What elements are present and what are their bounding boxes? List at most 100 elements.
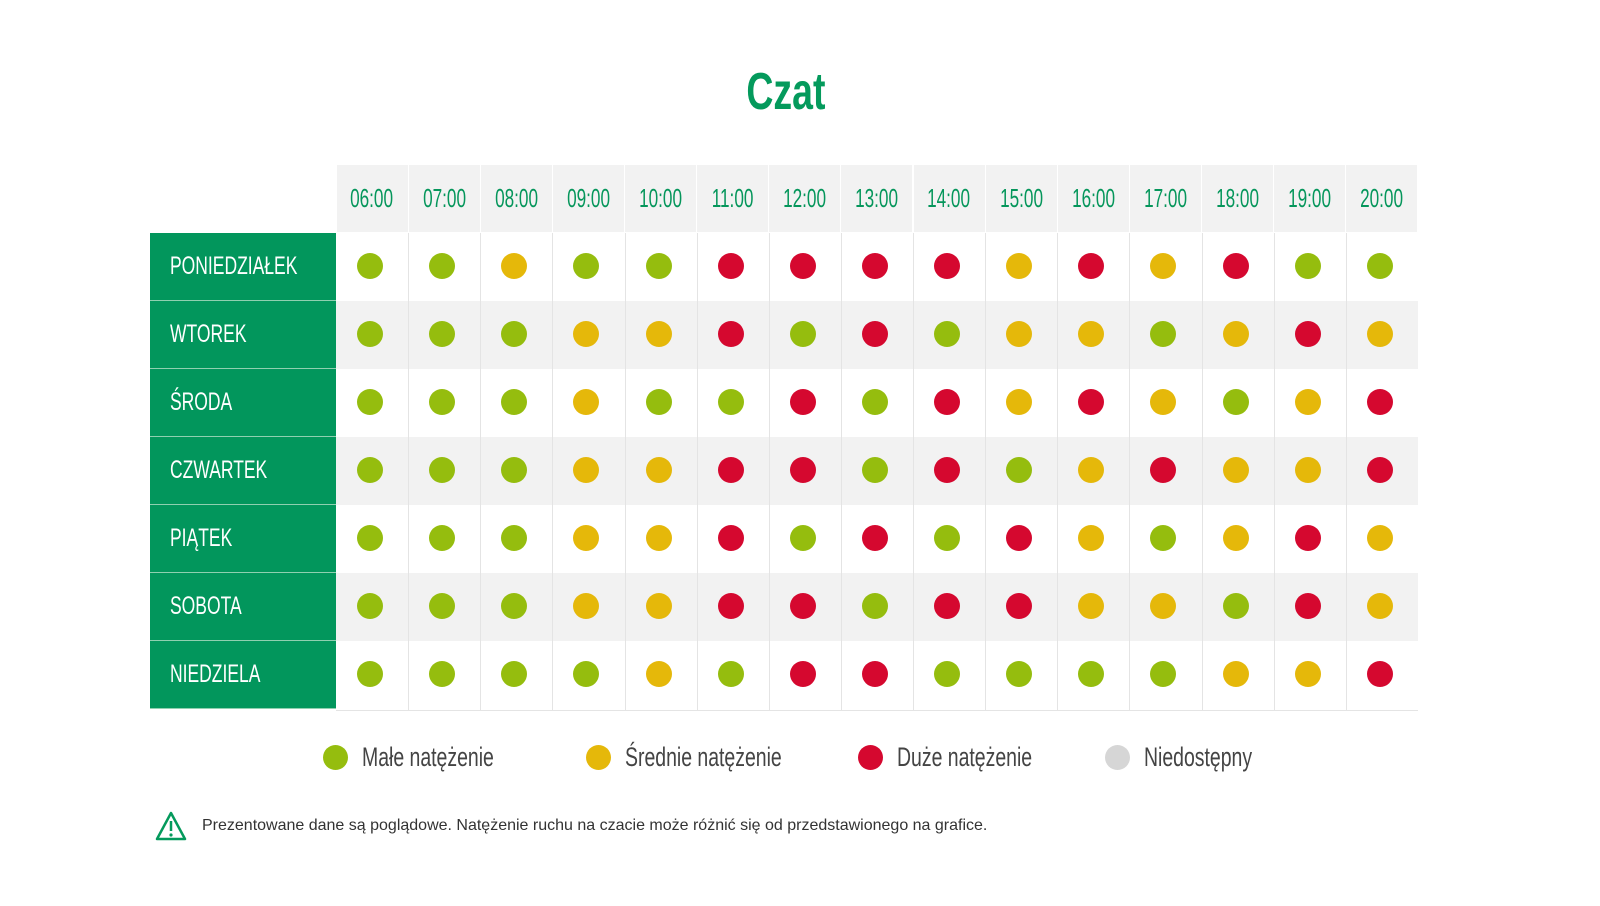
column-header-label: 09:00	[566, 183, 610, 213]
intensity-dot-medium	[1222, 457, 1249, 483]
intensity-dot-low	[501, 457, 528, 483]
intensity-dot-high	[1222, 253, 1249, 279]
intensity-dot-medium	[1006, 321, 1033, 347]
legend-dot-unavailable	[1105, 745, 1130, 770]
table-row: SOBOTA	[150, 573, 1418, 641]
legend-label: Niedostępny	[1144, 742, 1253, 772]
legend: Małe natężenie Średnie natężenie Duże na…	[0, 742, 1600, 774]
intensity-dot-medium	[1006, 389, 1033, 415]
row-header-label: ŚRODA	[170, 388, 233, 416]
column-divider	[1201, 233, 1203, 710]
intensity-dot-medium	[1078, 593, 1105, 619]
intensity-dot-medium	[1366, 321, 1393, 347]
intensity-dot-medium	[1150, 253, 1177, 279]
legend-label: Średnie natężenie	[625, 742, 782, 772]
intensity-dot-low	[429, 525, 456, 551]
column-header: 16:00	[1057, 165, 1129, 232]
column-header-label: 17:00	[1143, 183, 1187, 213]
legend-item-unavailable: Niedostępny	[1105, 742, 1294, 773]
intensity-dot-high	[717, 593, 744, 619]
intensity-dot-low	[934, 525, 961, 551]
intensity-dot-high	[1078, 253, 1105, 279]
intensity-dot-low	[429, 593, 456, 619]
intensity-dot-medium	[645, 525, 672, 551]
column-divider	[480, 233, 482, 710]
intensity-dot-low	[501, 525, 528, 551]
intensity-dot-high	[1150, 457, 1177, 483]
intensity-dot-low	[429, 253, 456, 279]
intensity-dot-low	[573, 253, 600, 279]
intensity-dot-high	[1294, 593, 1321, 619]
column-header: 10:00	[625, 165, 697, 232]
column-header-label: 06:00	[350, 183, 394, 213]
intensity-dot-high	[1366, 457, 1393, 483]
intensity-dot-high	[1006, 593, 1033, 619]
intensity-dot-high	[717, 525, 744, 551]
intensity-dot-medium	[1078, 321, 1105, 347]
column-header: 17:00	[1129, 165, 1201, 232]
column-divider	[408, 233, 410, 710]
intensity-dot-low	[1222, 389, 1249, 415]
intensity-dot-medium	[501, 253, 528, 279]
column-header: 06:00	[336, 165, 408, 232]
intensity-dot-high	[1006, 525, 1033, 551]
row-header: NIEDZIELA	[150, 641, 336, 709]
column-header: 12:00	[769, 165, 841, 232]
intensity-dot-low	[501, 389, 528, 415]
intensity-dot-low	[1150, 661, 1177, 687]
intensity-dot-low	[934, 661, 961, 687]
intensity-dot-medium	[645, 457, 672, 483]
table-row: NIEDZIELA	[150, 641, 1418, 709]
warning-icon	[155, 811, 187, 841]
intensity-dot-medium	[1294, 457, 1321, 483]
intensity-dot-low	[357, 457, 384, 483]
legend-label: Małe natężenie	[362, 742, 494, 772]
column-divider	[985, 233, 987, 710]
intensity-dot-medium	[573, 321, 600, 347]
column-divider	[768, 233, 770, 710]
intensity-dot-low	[861, 593, 888, 619]
intensity-dot-low	[861, 389, 888, 415]
intensity-dot-low	[429, 661, 456, 687]
row-header-label: CZWARTEK	[170, 456, 268, 484]
column-header-label: 12:00	[783, 183, 827, 213]
row-header: CZWARTEK	[150, 437, 336, 505]
intensity-dot-medium	[1222, 525, 1249, 551]
intensity-dot-low	[357, 661, 384, 687]
legend-label: Duże natężenie	[897, 742, 1033, 772]
intensity-dot-high	[934, 253, 961, 279]
intensity-dot-high	[789, 457, 816, 483]
intensity-dot-high	[861, 253, 888, 279]
column-divider	[624, 233, 626, 710]
intensity-dot-high	[934, 593, 961, 619]
intensity-dot-high	[861, 661, 888, 687]
intensity-dot-medium	[1294, 661, 1321, 687]
intensity-dot-low	[357, 253, 384, 279]
intensity-dot-low	[717, 661, 744, 687]
intensity-dot-medium	[1150, 389, 1177, 415]
intensity-dot-medium	[1294, 389, 1321, 415]
intensity-dot-medium	[1078, 525, 1105, 551]
intensity-dot-high	[1366, 389, 1393, 415]
column-divider	[1057, 233, 1059, 710]
column-header-label: 18:00	[1216, 183, 1260, 213]
intensity-dot-high	[717, 457, 744, 483]
intensity-dot-low	[501, 321, 528, 347]
table-row: PONIEDZIAŁEK	[150, 233, 1418, 301]
intensity-dot-low	[1150, 321, 1177, 347]
intensity-dot-low	[357, 321, 384, 347]
row-header-label: SOBOTA	[170, 592, 242, 620]
column-header: 14:00	[913, 165, 985, 232]
row-header: PIĄTEK	[150, 505, 336, 573]
column-header-label: 07:00	[422, 183, 466, 213]
column-divider	[552, 233, 554, 710]
column-header: 19:00	[1274, 165, 1346, 232]
intensity-dot-medium	[573, 457, 600, 483]
intensity-dot-medium	[1078, 457, 1105, 483]
column-header: 13:00	[841, 165, 913, 232]
intensity-dot-low	[357, 593, 384, 619]
column-divider	[840, 233, 842, 710]
column-header-label: 13:00	[855, 183, 899, 213]
column-header-label: 19:00	[1288, 183, 1332, 213]
row-header-label: PIĄTEK	[170, 524, 233, 552]
